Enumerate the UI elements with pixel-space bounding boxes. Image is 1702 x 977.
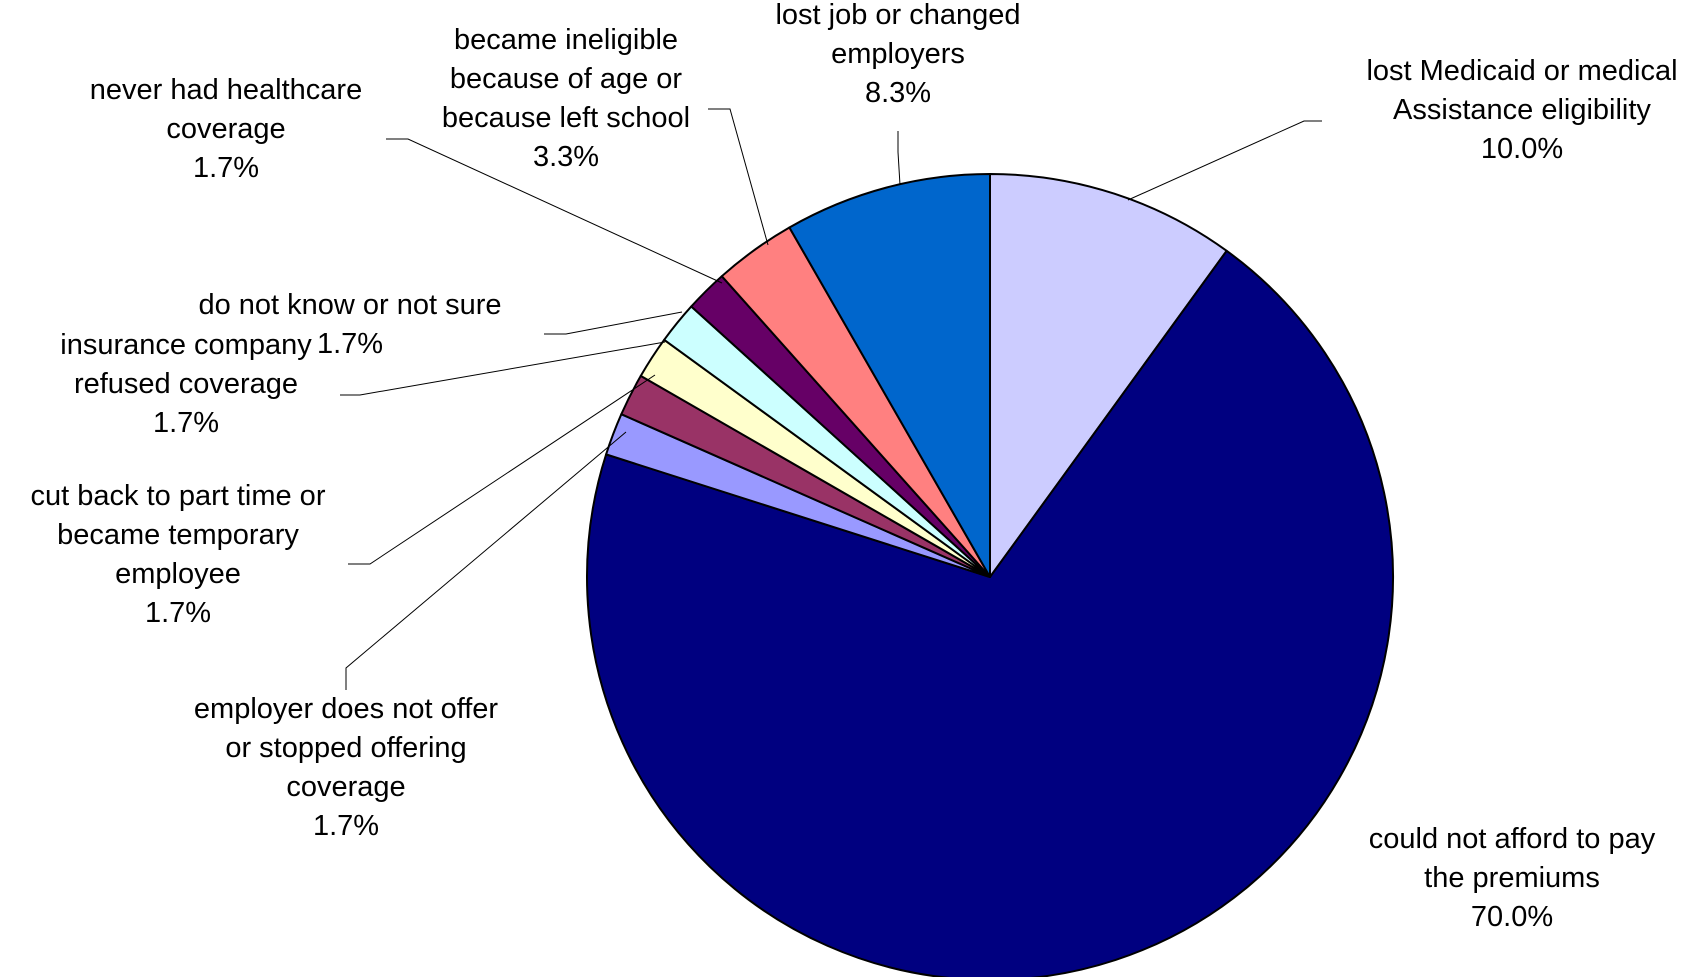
slice-label-line-4-1: refused coverage — [74, 368, 298, 400]
pie-slice-1 — [586, 249, 1394, 977]
slice-label-line-8-0: lost job or changed — [775, 0, 1020, 31]
pie-slices — [586, 173, 1394, 977]
slice-label-6: never had healthcare coverage 1.7% — [90, 74, 362, 184]
slice-value-label-8: 8.3% — [865, 77, 931, 109]
slice-value-label-3: 1.7% — [145, 597, 211, 629]
slice-value-label-7: 3.3% — [533, 141, 599, 173]
slice-label-8: lost job or changed employers 8.3% — [775, 0, 1020, 109]
leader-line-8 — [897, 131, 901, 186]
slice-value-label-5: 1.7% — [317, 328, 383, 360]
leader-line-5 — [544, 311, 683, 335]
leader-line-6 — [386, 138, 723, 284]
slice-value-label-0: 10.0% — [1481, 133, 1563, 165]
slice-label-4: insurance company refused coverage 1.7% — [60, 329, 312, 439]
slice-value-label-2: 1.7% — [313, 810, 379, 842]
slice-label-line-2-1: or stopped offering — [225, 732, 466, 764]
slice-label-5: do not know or not sure 1.7% — [198, 289, 501, 360]
slice-label-line-0-0: lost Medicaid or medical — [1366, 55, 1677, 87]
slice-label-line-0-1: Assistance eligibility — [1393, 94, 1651, 126]
leader-line-7 — [708, 108, 769, 246]
slice-label-line-7-1: because of age or — [450, 63, 683, 95]
slice-labels: lost Medicaid or medical Assistance eligi… — [31, 0, 1678, 933]
slice-label-line-1-1: the premiums — [1424, 862, 1600, 894]
slice-value-label-4: 1.7% — [153, 407, 219, 439]
slice-label-line-2-2: coverage — [286, 771, 405, 803]
slice-label-line-6-0: never had healthcare — [90, 74, 362, 106]
slice-label-line-1-0: could not afford to pay — [1369, 823, 1656, 855]
slice-value-label-6: 1.7% — [193, 152, 259, 184]
slice-label-3: cut back to part time or became temporary… — [31, 480, 326, 629]
leader-line-3 — [348, 374, 656, 565]
slice-label-line-7-0: became ineligible — [454, 24, 678, 56]
leader-line-4 — [340, 341, 666, 396]
slice-label-line-4-0: insurance company — [60, 329, 312, 361]
slice-label-0: lost Medicaid or medical Assistance eligi… — [1366, 55, 1677, 165]
slice-label-line-5-0: do not know or not sure — [198, 289, 501, 321]
leader-lines — [340, 108, 1322, 690]
slice-label-line-3-1: became temporary — [57, 519, 299, 551]
slice-label-2: employer does not offer or stopped offeri… — [194, 693, 498, 842]
pie-slice-0 — [989, 173, 1228, 578]
slice-label-line-3-2: employee — [115, 558, 241, 590]
slice-label-1: could not afford to pay the premiums 70.0% — [1369, 823, 1656, 933]
slice-label-line-6-1: coverage — [166, 113, 285, 145]
slice-label-line-7-2: because left school — [442, 102, 690, 134]
slice-label-line-8-1: employers — [831, 38, 965, 70]
leader-line-2 — [345, 431, 627, 690]
pie-slice-8 — [788, 173, 991, 578]
slice-label-7: became ineligible because of age or becaus… — [442, 24, 690, 173]
slice-label-line-2-0: employer does not offer — [194, 693, 498, 725]
leader-line-0 — [1127, 120, 1322, 201]
slice-value-label-1: 70.0% — [1471, 901, 1553, 933]
slice-label-line-3-0: cut back to part time or — [31, 480, 326, 512]
